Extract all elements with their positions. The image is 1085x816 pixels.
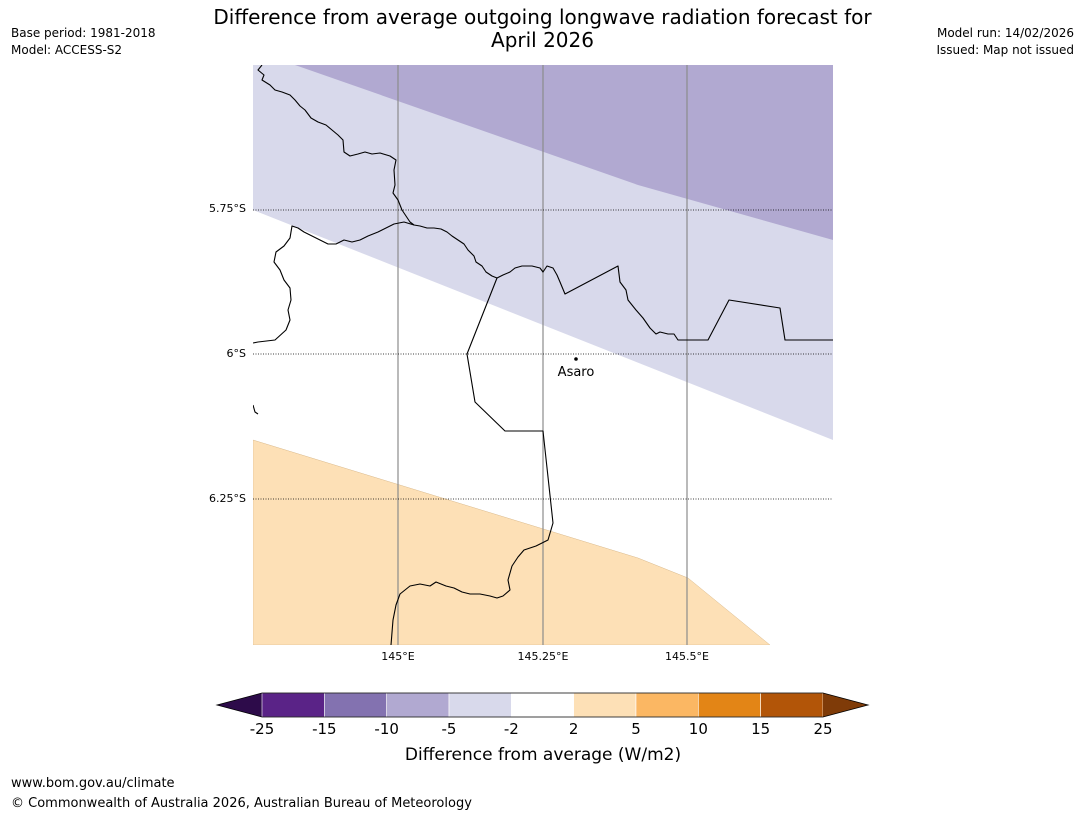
footer-copyright: © Commonwealth of Australia 2026, Austra… xyxy=(11,796,472,811)
colorbar-tick-label: 10 xyxy=(688,720,708,738)
colorbar-segment xyxy=(386,692,450,718)
province-boundary xyxy=(257,65,833,341)
colorbar-tick-label: 25 xyxy=(813,720,833,738)
title-line-1: Difference from average outgoing longwav… xyxy=(213,5,872,29)
province-boundary xyxy=(390,277,554,645)
colorbar-tick-label: 5 xyxy=(631,720,641,738)
lon-label-145-25e: 145.25°E xyxy=(517,650,569,663)
colorbar-extend-high xyxy=(823,693,868,717)
colorbar-tick-label: 15 xyxy=(751,720,771,738)
colorbar-outline xyxy=(215,692,870,718)
colorbar-tick-label: -2 xyxy=(503,720,519,738)
province-boundary xyxy=(253,221,415,344)
title-line-2: April 2026 xyxy=(491,28,594,52)
place-label-asaro: Asaro xyxy=(557,365,595,380)
base-period: Base period: 1981-2018 xyxy=(11,26,156,40)
issued-status: Issued: Map not issued xyxy=(936,43,1074,57)
colorbar-tick-label: -5 xyxy=(441,720,457,738)
colorbar-segment xyxy=(635,692,699,718)
meta-right: Model run: 14/02/2026 Issued: Map not is… xyxy=(936,25,1074,59)
colorbar-label: Difference from average (W/m2) xyxy=(404,745,682,765)
colorbar-extend-low xyxy=(217,693,262,717)
colorbar-segment xyxy=(698,692,761,718)
lon-label-145e: 145°E xyxy=(381,650,415,663)
colorbar xyxy=(215,692,870,718)
footer: www.bom.gov.au/climate © Commonwealth of… xyxy=(11,774,472,814)
province-boundary xyxy=(253,404,259,415)
colorbar-segment xyxy=(261,692,325,718)
colorbar-tick-label: -10 xyxy=(374,720,399,738)
map-area xyxy=(253,65,833,645)
colorbar-segment xyxy=(760,692,824,718)
map-title: Difference from average outgoing longwav… xyxy=(0,6,1085,52)
colorbar-segment xyxy=(448,692,512,718)
lat-label-6s: 6°S xyxy=(226,347,246,360)
lat-label-5-75s: 5.75°S xyxy=(209,202,246,215)
footer-url[interactable]: www.bom.gov.au/climate xyxy=(11,776,175,791)
place-marker xyxy=(574,357,578,361)
lat-label-6-25s: 6.25°S xyxy=(209,492,246,505)
colorbar-segment xyxy=(573,692,637,718)
model-name: Model: ACCESS-S2 xyxy=(11,43,123,57)
model-run: Model run: 14/02/2026 xyxy=(936,26,1074,40)
band-plus2-to-plus5 xyxy=(253,439,771,645)
colorbar-segment xyxy=(324,692,387,718)
colorbar-tick-label: -25 xyxy=(249,720,275,738)
meta-left: Base period: 1981-2018 Model: ACCESS-S2 xyxy=(11,25,156,59)
lon-label-145-5e: 145.5°E xyxy=(665,650,709,663)
colorbar-tick-label: 2 xyxy=(568,720,579,738)
colorbar-tick-label: -15 xyxy=(312,720,337,738)
colorbar-segment xyxy=(511,692,574,718)
band-minus5-to-minus10 xyxy=(295,65,833,240)
